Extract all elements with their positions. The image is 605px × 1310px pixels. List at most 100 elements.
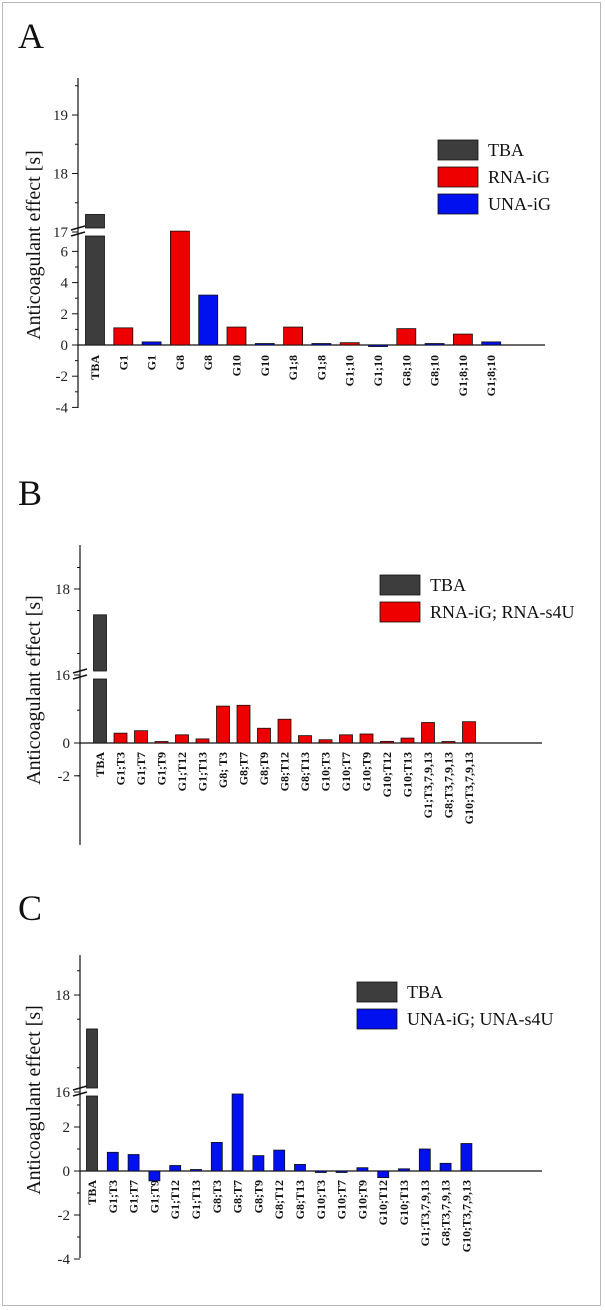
x-tick-label: G1;T3 bbox=[106, 1180, 120, 1213]
bar-G10;T7 bbox=[339, 734, 353, 744]
bar-G1;T9 bbox=[148, 1170, 161, 1182]
x-tick-label: G1;T9 bbox=[155, 752, 169, 785]
x-tick-label: G10;T13 bbox=[397, 1180, 411, 1225]
x-tick-label: G1;8;10 bbox=[484, 355, 498, 396]
y-tick-label: 4 bbox=[61, 276, 69, 292]
bar-G1;8;10 bbox=[481, 341, 502, 346]
bar-G1;10 bbox=[368, 344, 388, 347]
y-axis-title: Anticoagulant effect [s] bbox=[23, 595, 45, 785]
bar-G8 bbox=[198, 294, 219, 346]
panel-B: B -2 0 16 18 Anticoagulant effect [s] TBA G1;T3… bbox=[18, 473, 575, 845]
bar-G1;T3,7,9,13 bbox=[421, 722, 435, 744]
legend-label: TBA bbox=[430, 575, 466, 595]
x-tick-label: G8; T3 bbox=[216, 752, 230, 788]
bar-TBA bbox=[93, 678, 107, 744]
bar-G1 bbox=[141, 341, 162, 346]
y-tick-label: 19 bbox=[53, 108, 68, 124]
bar-G8;10 bbox=[396, 328, 417, 346]
y-tick-label: 0 bbox=[63, 1164, 71, 1180]
y-tick-label: 0 bbox=[63, 736, 71, 752]
panel-label: B bbox=[18, 473, 42, 513]
bar-G10;T3 bbox=[314, 1170, 327, 1173]
panel-label: C bbox=[18, 888, 42, 928]
bar-G8;T7 bbox=[236, 704, 251, 744]
bar-G8;10 bbox=[424, 343, 445, 346]
x-tick-label: G10;T3,7,9,13 bbox=[459, 1180, 473, 1252]
y-tick-label: 18 bbox=[55, 582, 70, 598]
x-tick-label: G1 bbox=[145, 355, 159, 370]
bar-G8;T12 bbox=[273, 1149, 286, 1172]
x-tick-label: G1;10 bbox=[343, 355, 357, 386]
x-tick-label: G8;T9 bbox=[251, 1180, 265, 1213]
x-tick-label: G10;T7 bbox=[335, 1180, 349, 1219]
x-tick-label: G10;T3,7,9,13 bbox=[462, 752, 476, 824]
y-tick-label: 18 bbox=[55, 988, 70, 1004]
x-tick-label: G1;T13 bbox=[196, 752, 210, 791]
panel-label: A bbox=[18, 16, 44, 56]
bar-G8;T7 bbox=[231, 1093, 244, 1172]
bar-G10;T7 bbox=[335, 1170, 348, 1173]
x-tick-label: G1;T13 bbox=[189, 1180, 203, 1219]
y-tick-label: 18 bbox=[53, 167, 68, 183]
x-tick-label: G1;8 bbox=[314, 355, 328, 380]
bar-G10;T9 bbox=[359, 733, 374, 744]
x-tick-label: G8;T13 bbox=[298, 752, 312, 791]
x-tick-label: TBA bbox=[93, 752, 107, 777]
y-tick-label: -4 bbox=[56, 400, 69, 416]
bar-G10 bbox=[226, 326, 247, 346]
x-tick-label: G8;T7 bbox=[237, 752, 251, 785]
x-tick-label: G1;T9 bbox=[147, 1180, 161, 1213]
x-tick-label: G1 bbox=[116, 355, 130, 370]
bar-G1;T3 bbox=[113, 732, 128, 744]
x-tick-label: G1;T3,7,9,13 bbox=[418, 1180, 432, 1246]
x-tick-label: G1;T12 bbox=[168, 1180, 182, 1219]
bar-G10;T3 bbox=[318, 739, 333, 744]
x-tick-label: G10;T3 bbox=[319, 752, 333, 791]
x-tick-label: G1;T7 bbox=[134, 752, 148, 785]
bar-G8;T3 bbox=[210, 1142, 223, 1172]
legend-label: TBA bbox=[407, 982, 443, 1002]
bar-G1;T12 bbox=[169, 1165, 182, 1172]
bar-G1;8 bbox=[283, 326, 304, 346]
bar-G8;T13 bbox=[298, 735, 312, 744]
x-tick-label: G10;T13 bbox=[401, 752, 415, 797]
y-tick-label: 16 bbox=[55, 1085, 71, 1101]
x-tick-label: G8;T3,7,9,13 bbox=[442, 752, 456, 818]
x-tick-label: G1;T3,7,9,13 bbox=[421, 752, 435, 818]
bar-G1;T3,7,9,13 bbox=[418, 1148, 431, 1172]
bar-G8;T9 bbox=[257, 727, 271, 744]
bar-G1;T12 bbox=[175, 734, 189, 744]
bar-G1;T13 bbox=[190, 1169, 202, 1172]
x-tick-label: G8;T12 bbox=[272, 1180, 286, 1219]
legend-label: UNA-iG bbox=[488, 194, 551, 214]
panel-C: C -4 -2 0 2 16 18 Anticoagulant effect [s] TBA G1… bbox=[18, 888, 554, 1268]
legend-swatch bbox=[437, 193, 479, 215]
y-axis-title: Anticoagulant effect [s] bbox=[23, 150, 45, 340]
bar-G10;T13 bbox=[398, 1168, 410, 1172]
x-tick-label: G1;T12 bbox=[175, 752, 189, 791]
y-tick-label: -2 bbox=[58, 769, 71, 785]
legend-swatch bbox=[379, 601, 421, 623]
legend-label: RNA-iG bbox=[488, 167, 550, 187]
x-tick-label: G8;10 bbox=[399, 355, 413, 386]
bar-G8;T9 bbox=[252, 1155, 265, 1172]
bar-G1 bbox=[113, 327, 134, 346]
axis-break-mark bbox=[72, 668, 88, 680]
bar-TBA-upper bbox=[86, 1028, 98, 1089]
x-tick-label: G10;T7 bbox=[339, 752, 353, 791]
x-tick-label: G1;T7 bbox=[127, 1180, 141, 1213]
x-tick-label: G10;T12 bbox=[380, 752, 394, 797]
x-tick-label: G8;T9 bbox=[257, 752, 271, 785]
bar-G10;T9 bbox=[356, 1167, 369, 1172]
bar-TBA-upper bbox=[93, 614, 107, 672]
x-tick-label: G10 bbox=[258, 355, 272, 376]
legend-label: RNA-iG; RNA-s4U bbox=[430, 602, 575, 622]
x-tick-label: G10;T12 bbox=[376, 1180, 390, 1225]
bar-G8;T3,7,9,13 bbox=[439, 1162, 452, 1172]
bar-G8;T3,7,9,13 bbox=[441, 741, 456, 744]
bar-G1;8 bbox=[311, 343, 332, 346]
y-tick-label: 2 bbox=[63, 1120, 71, 1136]
y-tick-label: -4 bbox=[58, 1252, 71, 1268]
